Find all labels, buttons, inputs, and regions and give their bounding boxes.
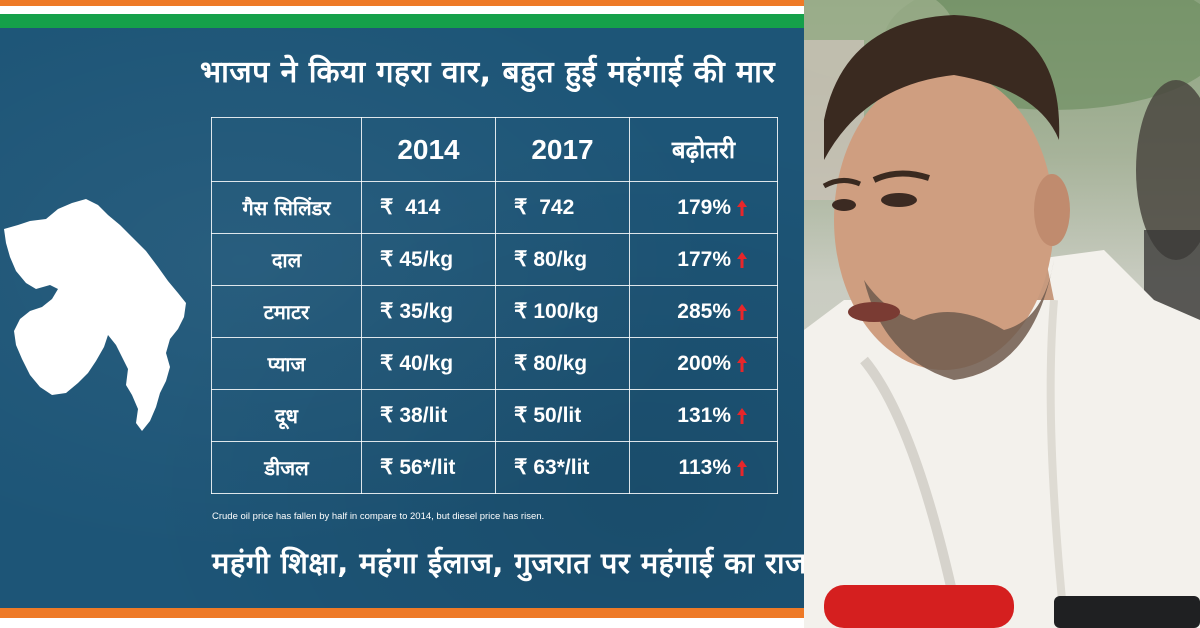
- table-row: टमाटर ₹35/kg ₹100/kg 285%: [211, 285, 778, 338]
- item-name: गैस सिलिंडर: [211, 181, 362, 234]
- up-arrow-icon: [737, 355, 747, 372]
- table-header-row: 2014 2017 बढ़ोतरी: [211, 117, 778, 182]
- price-value: 56*/lit: [399, 456, 456, 479]
- increase-percent: 179%: [629, 181, 778, 234]
- price-value: 414: [405, 196, 441, 219]
- increase-value: 179%: [677, 195, 731, 219]
- price-value: 45/kg: [399, 248, 454, 271]
- up-arrow-icon: [737, 251, 747, 268]
- price-2014: ₹56*/lit: [361, 441, 496, 494]
- rupee-symbol: ₹: [380, 456, 394, 479]
- item-name: दाल: [211, 233, 362, 286]
- table-row: प्याज ₹40/kg ₹80/kg 200%: [211, 337, 778, 390]
- kurta-shadow: [860, 356, 959, 602]
- increase-value: 200%: [677, 351, 731, 375]
- price-value: 35/kg: [399, 300, 454, 323]
- increase-percent: 285%: [629, 285, 778, 338]
- rupee-symbol: ₹: [380, 248, 394, 271]
- increase-percent: 200%: [629, 337, 778, 390]
- poster-tagline: महंगी शिक्षा, महंगा ईलाज, गुजरात पर महंग…: [212, 546, 804, 580]
- price-2014: ₹ 414: [361, 181, 496, 234]
- increase-value: 113%: [678, 455, 731, 479]
- poster-headline: भाजप ने किया गहरा वार, बहुत हुई महंगाई क…: [200, 55, 776, 90]
- price-2017: ₹63*/lit: [495, 441, 630, 494]
- footnote: Crude oil price has fallen by half in co…: [212, 511, 545, 522]
- item-name: डीजल: [211, 441, 362, 494]
- price-value: 100/kg: [533, 300, 599, 323]
- price-2014: ₹35/kg: [361, 285, 496, 338]
- beard: [864, 260, 1054, 380]
- rupee-symbol: ₹: [380, 300, 394, 323]
- header-2017: 2017: [495, 117, 630, 182]
- price-value: 40/kg: [399, 352, 454, 375]
- increase-percent: 177%: [629, 233, 778, 286]
- rupee-symbol: ₹: [380, 404, 394, 427]
- price-value: 80/kg: [533, 352, 588, 375]
- header-item: [211, 117, 362, 182]
- increase-value: 177%: [677, 247, 731, 271]
- header-increase: बढ़ोतरी: [629, 117, 778, 182]
- price-value: 38/lit: [399, 404, 448, 427]
- eyebrow: [822, 178, 862, 189]
- rupee-symbol: ₹: [380, 196, 394, 219]
- kurta-shadow: [1046, 299, 1068, 621]
- background-person: [1136, 80, 1200, 260]
- hair: [824, 15, 1060, 160]
- price-2017: ₹100/kg: [495, 285, 630, 338]
- rupee-symbol: ₹: [514, 456, 528, 479]
- table-row: गैस सिलिंडर ₹ 414 ₹ 742 179%: [211, 181, 778, 234]
- price-2014: ₹45/kg: [361, 233, 496, 286]
- price-2017: ₹50/lit: [495, 389, 630, 442]
- header-2014: 2014: [361, 117, 496, 182]
- rupee-symbol: ₹: [514, 352, 528, 375]
- price-value: 80/kg: [533, 248, 588, 271]
- price-value: 63*/lit: [533, 456, 590, 479]
- rupee-symbol: ₹: [514, 248, 528, 271]
- increase-value: 285%: [677, 299, 731, 323]
- ear: [1034, 174, 1070, 246]
- price-value: 50/lit: [533, 404, 582, 427]
- microphone: [1054, 596, 1200, 628]
- increase-percent: 113%: [629, 441, 778, 494]
- eye: [881, 193, 917, 207]
- up-arrow-icon: [737, 199, 747, 216]
- rupee-symbol: ₹: [514, 300, 528, 323]
- price-rise-poster: भाजप ने किया गहरा वार, बहुत हुई महंगाई क…: [0, 0, 804, 628]
- item-name: प्याज: [211, 337, 362, 390]
- table-row: दूध ₹38/lit ₹50/lit 131%: [211, 389, 778, 442]
- speaker-photo: [804, 0, 1200, 628]
- price-2014: ₹40/kg: [361, 337, 496, 390]
- up-arrow-icon: [737, 303, 747, 320]
- price-2017: ₹80/kg: [495, 233, 630, 286]
- price-2017: ₹80/kg: [495, 337, 630, 390]
- price-2017: ₹ 742: [495, 181, 630, 234]
- eyebrow: [872, 170, 930, 183]
- table-row: डीजल ₹56*/lit ₹63*/lit 113%: [211, 441, 778, 494]
- increase-percent: 131%: [629, 389, 778, 442]
- microphone: [824, 585, 1014, 628]
- rupee-symbol: ₹: [514, 404, 528, 427]
- tricolor-top-band: [0, 0, 804, 28]
- mouth: [848, 302, 900, 322]
- up-arrow-icon: [737, 407, 747, 424]
- price-comparison-table: 2014 2017 बढ़ोतरी गैस सिलिंडर ₹ 414 ₹ 74…: [211, 117, 778, 494]
- eye: [832, 199, 856, 211]
- up-arrow-icon: [737, 459, 747, 476]
- face: [834, 70, 1054, 370]
- price-2014: ₹38/lit: [361, 389, 496, 442]
- table-row: दाल ₹45/kg ₹80/kg 177%: [211, 233, 778, 286]
- rupee-symbol: ₹: [514, 196, 528, 219]
- price-value: 742: [539, 196, 575, 219]
- item-name: दूध: [211, 389, 362, 442]
- gujarat-map-icon: [4, 199, 186, 431]
- item-name: टमाटर: [211, 285, 362, 338]
- speaker-illustration: [804, 0, 1200, 628]
- tricolor-bottom-band: [0, 608, 804, 628]
- increase-value: 131%: [677, 403, 731, 427]
- rupee-symbol: ₹: [380, 352, 394, 375]
